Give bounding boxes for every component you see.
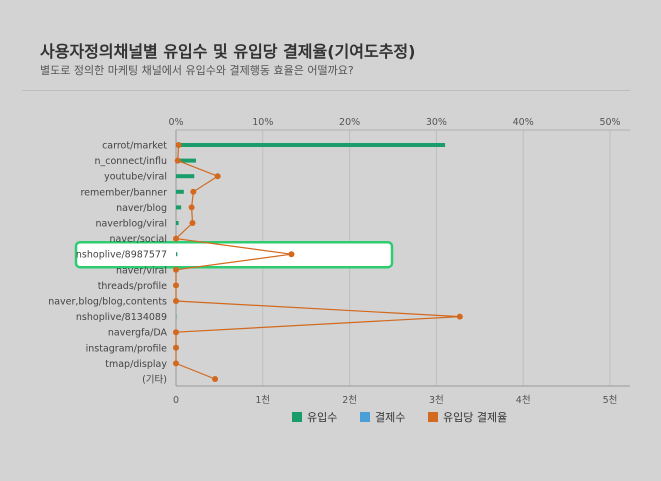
conversion-rate-point [188,204,195,211]
conversion-rate-point [173,344,179,351]
conversion-rate-point [190,188,197,195]
conversion-rate-point [173,329,179,336]
top-axis-tick-label: 0% [168,117,183,128]
legend-swatch [292,412,302,422]
top-axis-tick-label: 10% [252,117,273,128]
conversion-rate-point [173,282,179,289]
category-label: navergfa/DA [108,328,168,339]
legend-label: 유입수 [307,411,337,424]
category-label: threads/profile [98,281,167,292]
top-axis-tick-label: 40% [513,117,534,128]
category-label: remember/banner [80,187,167,198]
conversion-rate-point [456,313,463,320]
conversion-rate-point [174,157,181,164]
conversion-rate-point [288,251,295,258]
conversion-rate-point [173,298,179,304]
category-label: youtube/viral [104,172,167,183]
conversion-rate-point [189,220,196,226]
bar-inflow [176,158,196,163]
bar-inflow [176,205,182,210]
conversion-rate-point [214,173,221,180]
category-label: n_connect/influ [94,156,167,167]
conversion-rate-point [173,360,179,367]
bar-inflow [176,252,178,257]
category-label: nshoplive/8987577 [76,250,167,261]
conversion-rate-point [173,266,179,273]
top-axis-tick-label: 30% [426,117,447,128]
bottom-axis-tick-label: 3천 [429,395,444,406]
category-label: carrot/market [102,141,167,152]
header-divider [22,90,630,91]
bottom-axis-tick-label: 2천 [342,395,357,406]
conversion-rate-point [175,142,182,148]
category-label: naver/viral [116,265,167,276]
bar-inflow [176,174,195,179]
conversion-rate-line [174,144,460,380]
bar-inflow [176,221,179,225]
legend-label: 유입당 결제율 [443,411,507,424]
category-label: naver/social [109,234,167,245]
conversion-rate-point [212,376,219,382]
category-label: (기타) [142,375,167,386]
legend-label: 결제수 [375,411,405,424]
chart-subtitle: 별도로 정의한 마케팅 채널에서 유입수와 결제행동 효율은 어떨까요? [40,64,354,77]
bottom-axis-tick-label: 4천 [516,395,531,406]
legend-swatch [428,412,438,422]
bar-inflow [176,189,184,194]
conversion-rate-point [173,235,179,242]
top-axis-tick-label: 20% [339,117,360,128]
category-label: nshoplive/8134089 [76,312,167,323]
highlight-box [74,240,394,269]
bottom-axis-tick-label: 0 [173,395,179,406]
category-label: naver/blog [116,203,167,214]
category-label: instagram/profile [86,343,168,354]
category-label: naverblog/viral [95,219,167,230]
top-axis-tick-label: 50% [599,117,620,128]
legend-swatch [360,412,370,422]
chart-title: 사용자정의채널별 유입수 및 유입당 결제율(기여도추정) [40,42,416,61]
bottom-axis-tick-label: 5천 [603,395,618,406]
bottom-axis-tick-label: 1천 [255,395,270,406]
category-label: tmap/display [105,359,167,370]
bar-inflow [176,143,446,147]
category-label: naver,blog/blog,contents [48,297,167,308]
